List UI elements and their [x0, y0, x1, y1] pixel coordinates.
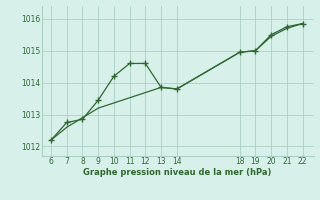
X-axis label: Graphe pression niveau de la mer (hPa): Graphe pression niveau de la mer (hPa)	[84, 168, 272, 177]
